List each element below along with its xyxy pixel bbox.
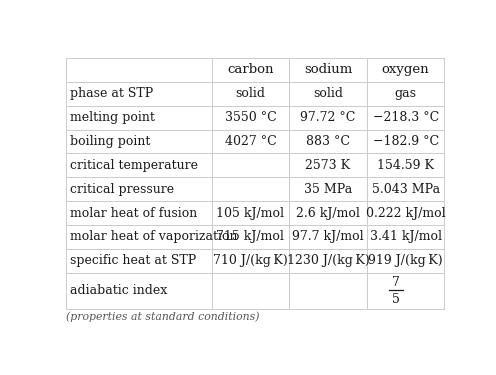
Bar [212,106,289,129]
Bar [66,177,212,201]
Bar [289,177,367,201]
Bar [66,153,212,177]
Text: 2573 K: 2573 K [306,159,351,172]
Text: 154.59 K: 154.59 K [377,159,434,172]
Bar [66,58,212,82]
Text: solid: solid [236,87,265,100]
Text: adiabatic index: adiabatic index [69,284,167,297]
Bar [367,82,444,106]
Bar [66,225,212,249]
Text: critical temperature: critical temperature [69,159,198,172]
Bar [66,273,212,309]
Text: 105 kJ/mol: 105 kJ/mol [216,207,284,219]
Text: 710 J/(kg K): 710 J/(kg K) [213,254,288,267]
Bar [289,201,367,225]
Bar [212,225,289,249]
Bar [367,273,444,309]
Text: 5.043 MPa: 5.043 MPa [372,183,440,196]
Bar [289,225,367,249]
Text: (properties at standard conditions): (properties at standard conditions) [66,312,259,322]
Bar [212,273,289,309]
Bar [367,153,444,177]
Text: 97.72 °C: 97.72 °C [301,111,356,124]
Bar [367,129,444,153]
Bar [66,249,212,273]
Bar [66,82,212,106]
Text: 0.222 kJ/mol: 0.222 kJ/mol [366,207,445,219]
Text: specific heat at STP: specific heat at STP [69,254,196,267]
Bar [289,249,367,273]
Text: 3550 °C: 3550 °C [225,111,276,124]
Text: sodium: sodium [304,63,352,76]
Bar [367,201,444,225]
Text: 5: 5 [392,293,400,306]
Bar [289,58,367,82]
Bar [289,273,367,309]
Bar [212,249,289,273]
Text: gas: gas [395,87,417,100]
Text: phase at STP: phase at STP [69,87,153,100]
Text: melting point: melting point [69,111,155,124]
Bar [212,177,289,201]
Text: 2.6 kJ/mol: 2.6 kJ/mol [296,207,360,219]
Bar [66,129,212,153]
Bar [367,225,444,249]
Text: molar heat of fusion: molar heat of fusion [69,207,197,219]
Text: oxygen: oxygen [382,63,430,76]
Text: 35 MPa: 35 MPa [304,183,352,196]
Text: −182.9 °C: −182.9 °C [372,135,439,148]
Bar [367,58,444,82]
Text: 4027 °C: 4027 °C [225,135,276,148]
Text: solid: solid [313,87,343,100]
Bar [212,129,289,153]
Text: −218.3 °C: −218.3 °C [372,111,439,124]
Text: boiling point: boiling point [69,135,150,148]
Bar [212,58,289,82]
Text: 715 kJ/mol: 715 kJ/mol [216,230,284,243]
Bar [66,106,212,129]
Bar [212,82,289,106]
Bar [367,177,444,201]
Text: 97.7 kJ/mol: 97.7 kJ/mol [292,230,364,243]
Text: 7: 7 [392,276,400,288]
Bar [212,201,289,225]
Text: 883 °C: 883 °C [306,135,350,148]
Text: 1230 J/(kg K): 1230 J/(kg K) [287,254,370,267]
Text: carbon: carbon [227,63,274,76]
Text: molar heat of vaporization: molar heat of vaporization [69,230,237,243]
Bar [289,153,367,177]
Text: 919 J/(kg K): 919 J/(kg K) [369,254,443,267]
Bar [289,82,367,106]
Bar [212,153,289,177]
Bar [289,106,367,129]
Text: 3.41 kJ/mol: 3.41 kJ/mol [370,230,441,243]
Text: critical pressure: critical pressure [69,183,174,196]
Bar [367,106,444,129]
Bar [289,129,367,153]
Bar [66,201,212,225]
Bar [367,249,444,273]
